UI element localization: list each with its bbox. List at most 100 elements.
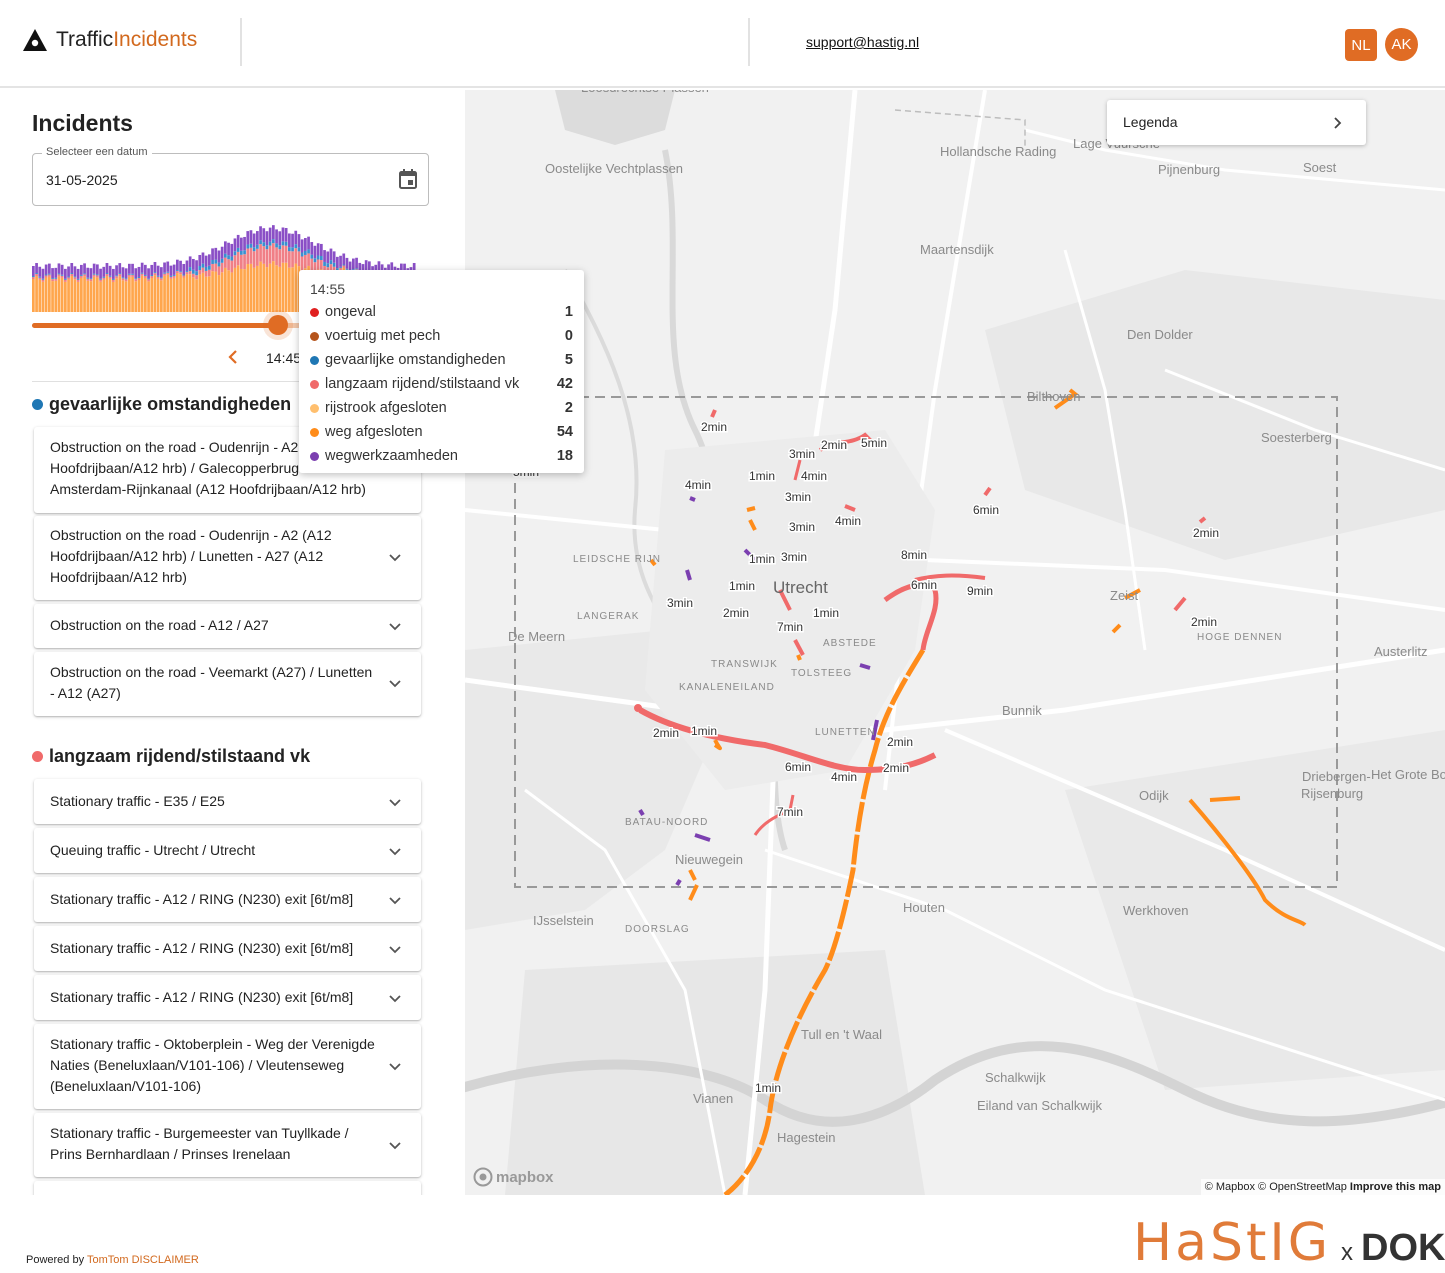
histogram-bar [156, 265, 160, 276]
histogram-bar [345, 268, 349, 270]
incident-map[interactable]: Utrecht Maartensdijk Den Dolder Bilthoven So… [465, 90, 1445, 1195]
place-label: Driebergen- [1302, 769, 1371, 784]
histogram-bar [48, 276, 51, 312]
incident-card[interactable] [34, 1181, 421, 1195]
chevron-right-icon[interactable] [1334, 117, 1342, 129]
histogram-bar [86, 280, 90, 312]
incident-card[interactable]: Stationary traffic - A12 / RING (N230) e… [34, 975, 421, 1020]
histogram-bar [192, 277, 195, 312]
place-label: Soesterberg [1261, 430, 1332, 445]
histogram-bar [214, 271, 218, 312]
chevron-down-icon[interactable] [389, 680, 401, 688]
histogram-bar [291, 247, 294, 252]
language-button[interactable]: NL [1345, 29, 1377, 61]
map-canvas[interactable]: Utrecht Maartensdijk Den Dolder Bilthoven So… [465, 90, 1445, 1195]
incident-text: Stationary traffic - E35 / E25 [50, 793, 225, 809]
histogram-bar [355, 268, 358, 270]
calendar-icon[interactable] [398, 168, 418, 190]
time-label: 14:45 [266, 350, 302, 366]
date-picker-value[interactable]: 31-05-2025 [46, 172, 118, 188]
duration-label: 2min [723, 606, 749, 620]
place-label: Odijk [1139, 788, 1169, 803]
histogram-bar [76, 278, 80, 280]
category-dot [310, 356, 319, 365]
chevron-down-icon[interactable] [389, 554, 401, 562]
incident-text: Stationary traffic - A12 / RING (N230) e… [50, 940, 354, 956]
histogram-bar [320, 260, 323, 270]
histogram-bar [249, 263, 253, 312]
map-attribution[interactable]: © Mapbox © OpenStreetMap Improve this ma… [1200, 1179, 1445, 1195]
histogram-bar [147, 281, 150, 312]
histogram-bar [76, 279, 80, 282]
chevron-down-icon[interactable] [389, 848, 401, 856]
tomtom-link[interactable]: TomTom [86, 1254, 129, 1266]
disclaimer-link[interactable]: DISCLAIMER [131, 1254, 199, 1266]
attribution-text[interactable]: © Mapbox © OpenStreetMap [1204, 1181, 1347, 1193]
app-logo[interactable]: TrafficIncidents [22, 28, 197, 52]
chevron-down-icon[interactable] [389, 995, 401, 1003]
place-label: Utrecht [773, 578, 828, 597]
incident-overlays[interactable] [634, 388, 1307, 1195]
histogram-bar [64, 281, 67, 312]
chevron-down-icon[interactable] [389, 1063, 401, 1071]
histogram-bar [262, 242, 266, 247]
histogram-bar [70, 276, 74, 312]
incident-card[interactable]: Obstruction on the road - Oudenrijn - A2… [34, 516, 421, 600]
histogram-bar [137, 279, 141, 312]
incident-card[interactable]: Stationary traffic - Oktoberplein - Weg … [34, 1024, 421, 1109]
incident-card[interactable]: Stationary traffic - Burgemeester van Tu… [34, 1113, 421, 1177]
histogram-bar [89, 268, 93, 279]
support-email-link[interactable]: support@hastig.nl [806, 34, 920, 50]
group-color-dot [32, 399, 43, 410]
incident-card[interactable]: Stationary traffic - A12 / RING (N230) e… [34, 926, 421, 971]
improve-map-link[interactable]: Improve this map [1349, 1181, 1441, 1193]
histogram-bar [275, 229, 278, 244]
histogram-bar [32, 266, 35, 276]
histogram-bar [323, 250, 326, 262]
incident-card[interactable]: Obstruction on the road - A12 / A27 [34, 604, 421, 648]
chevron-down-icon[interactable] [389, 799, 401, 807]
histogram-bar [144, 277, 147, 312]
chevron-down-icon[interactable] [389, 897, 401, 905]
place-label: Pijnenburg [1158, 162, 1220, 177]
histogram-bar [105, 274, 109, 277]
incident-card[interactable]: Obstruction on the road - Veemarkt (A27)… [34, 652, 421, 716]
histogram-bar [249, 247, 253, 264]
incident-card[interactable]: Queuing traffic - Utrecht / Utrecht [34, 828, 421, 873]
histogram-bar [131, 276, 134, 312]
histogram-bar [310, 242, 314, 255]
histogram-bar [70, 273, 74, 274]
user-avatar-button[interactable]: AK [1385, 28, 1418, 61]
chevron-down-icon[interactable] [389, 946, 401, 954]
histogram-bar [288, 267, 291, 312]
incident-card[interactable]: Stationary traffic - E35 / E25 [34, 779, 421, 824]
legend-panel[interactable]: Legenda [1107, 100, 1366, 145]
histogram-bar [99, 268, 102, 279]
histogram-bar [150, 278, 154, 312]
mapbox-logo[interactable]: mapbox [473, 1167, 554, 1187]
date-picker-field[interactable]: Selecteer een datum 31-05-2025 [32, 146, 429, 206]
category-label: rijstrook afgesloten [325, 400, 447, 416]
mapbox-icon [473, 1167, 493, 1187]
histogram-bar [108, 278, 112, 312]
histogram-bar [329, 264, 333, 272]
histogram-bar [176, 271, 179, 274]
chevron-left-icon[interactable] [225, 348, 241, 366]
histogram-bar [156, 278, 160, 312]
histogram-bar [51, 278, 54, 280]
histogram-bar [297, 251, 301, 267]
histogram-bar [92, 263, 96, 274]
chevron-down-icon[interactable] [389, 1142, 401, 1150]
histogram-bar [128, 263, 131, 274]
histogram-bar [153, 272, 157, 274]
histogram-bar [124, 281, 128, 312]
duration-label: 2min [653, 726, 679, 740]
histogram-bar [332, 251, 336, 263]
incident-card[interactable]: Stationary traffic - A12 / RING (N230) e… [34, 877, 421, 922]
histogram-bar [300, 252, 304, 257]
histogram-bar [281, 245, 285, 263]
histogram-bar [169, 275, 173, 277]
time-slider-thumb[interactable] [268, 315, 288, 335]
histogram-bar [297, 266, 301, 312]
chevron-down-icon[interactable] [389, 623, 401, 631]
